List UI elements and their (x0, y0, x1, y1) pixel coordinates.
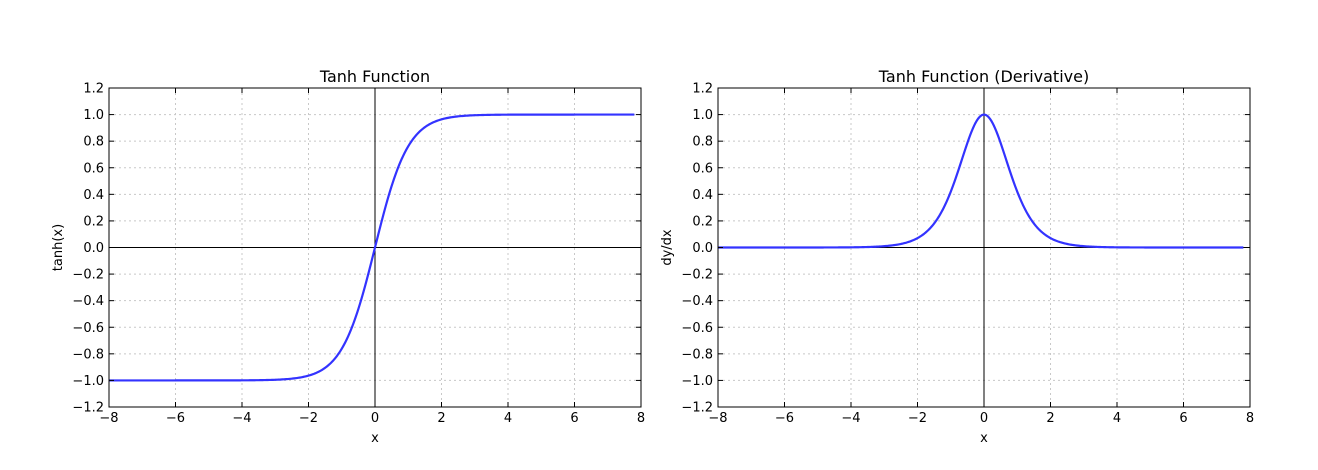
y-tick-label: 0.8 (692, 135, 713, 150)
x-tick-label: 8 (1246, 411, 1254, 426)
x-tick-label: −6 (166, 411, 185, 426)
y-tick-label: 0.0 (692, 241, 713, 256)
x-tick-label: −4 (232, 411, 251, 426)
ticks: −8 −6 −4 −2 0 2 4 6 8 −1.2 −1.0 −0.8 −0.6 −0.4 −0.2 0.0… (72, 82, 645, 427)
y-tick-label: −0.8 (681, 347, 713, 362)
x-axis-label: x (980, 431, 988, 446)
x-tick-label: 6 (570, 411, 578, 426)
y-tick-label: 0.8 (83, 135, 104, 150)
x-tick-label: 0 (371, 411, 379, 426)
y-tick-label: −0.6 (681, 321, 713, 336)
y-tick-label: 1.0 (692, 108, 713, 123)
y-tick-label: 0.4 (83, 188, 104, 203)
y-tick-label: −1.2 (72, 401, 104, 416)
y-tick-label: −0.2 (72, 268, 104, 283)
y-tick-label: −0.4 (681, 294, 713, 309)
tanh-chart: −8 −6 −4 −2 0 2 4 6 8 −1.2 −1.0 −0.8 −0.6 −0.4 −0.2 0.0… (51, 67, 645, 446)
y-tick-label: 0.6 (692, 161, 713, 176)
y-axis-label: tanh(x) (51, 224, 66, 271)
x-tick-label: 4 (504, 411, 512, 426)
y-tick-label: −0.8 (72, 347, 104, 362)
x-tick-label: 2 (437, 411, 445, 426)
x-tick-label: 2 (1046, 411, 1054, 426)
x-tick-label: 8 (637, 411, 645, 426)
series-line (109, 113, 635, 382)
y-tick-label: −1.2 (681, 401, 713, 416)
x-tick-label: 4 (1113, 411, 1121, 426)
x-tick-label: −8 (99, 411, 118, 426)
chart-title: Tanh Function (319, 67, 430, 86)
series (718, 113, 1244, 249)
y-tick-label: 0.2 (692, 214, 713, 229)
x-axis-label: x (371, 431, 379, 446)
y-tick-label: −0.2 (681, 268, 713, 283)
x-tick-label: −8 (708, 411, 727, 426)
y-tick-label: 0.6 (83, 161, 104, 176)
y-tick-label: −0.6 (72, 321, 104, 336)
chart-title: Tanh Function (Derivative) (878, 67, 1089, 86)
y-tick-label: 1.2 (83, 82, 104, 97)
x-tick-label: −4 (841, 411, 860, 426)
series (109, 113, 635, 382)
tanh-derivative-chart: −8 −6 −4 −2 0 2 4 6 8 −1.2 −1.0 −0.8 −0.6 −0.4 −0.2 0.0… (660, 67, 1254, 446)
y-tick-label: 0.4 (692, 188, 713, 203)
y-tick-label: 0.0 (83, 241, 104, 256)
y-tick-label: −0.4 (72, 294, 104, 309)
y-tick-label: −1.0 (72, 374, 104, 389)
y-tick-label: 1.2 (692, 82, 713, 97)
ticks: −8 −6 −4 −2 0 2 4 6 8 −1.2 −1.0 −0.8 −0.6 −0.4 −0.2 0.0… (681, 82, 1254, 427)
x-tick-label: −2 (908, 411, 927, 426)
y-tick-label: 0.2 (83, 214, 104, 229)
x-tick-label: −6 (775, 411, 794, 426)
x-tick-label: −2 (299, 411, 318, 426)
x-tick-label: 0 (980, 411, 988, 426)
y-tick-label: −1.0 (681, 374, 713, 389)
x-tick-label: 6 (1179, 411, 1187, 426)
series-line (718, 113, 1244, 249)
y-tick-label: 1.0 (83, 108, 104, 123)
y-axis-label: dy/dx (660, 229, 675, 266)
